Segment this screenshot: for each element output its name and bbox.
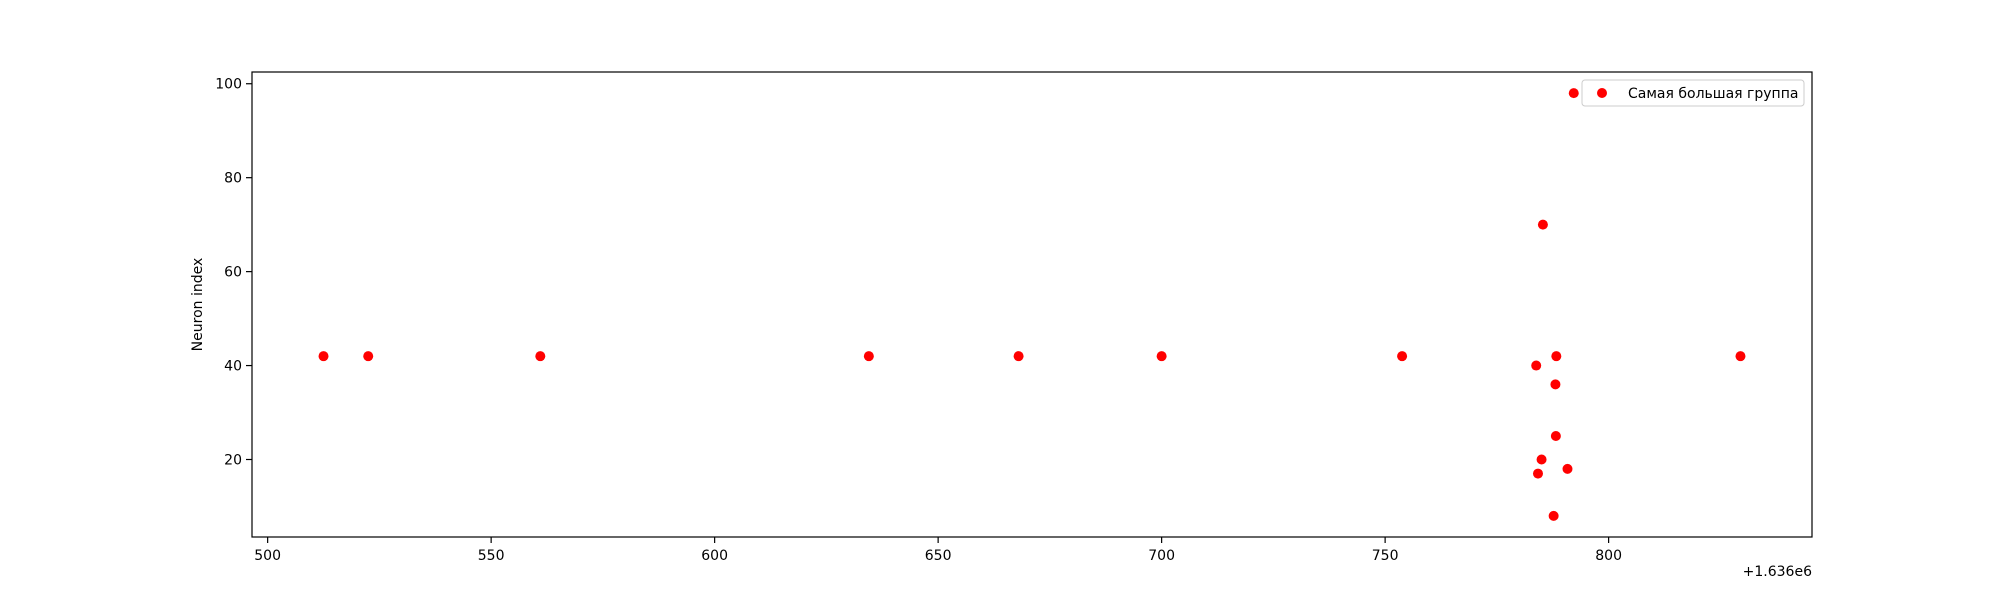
data-point — [363, 351, 374, 362]
data-point — [1550, 431, 1561, 442]
data-point — [535, 351, 546, 362]
data-point — [318, 351, 329, 362]
x-tick-label: 650 — [925, 548, 952, 564]
data-point — [1532, 468, 1543, 479]
data-point — [1537, 219, 1548, 230]
data-point — [1536, 454, 1547, 465]
data-point — [863, 351, 874, 362]
x-axis: 500 550 600 650 700 750 800 — [254, 537, 1622, 564]
x-tick-label: 600 — [701, 548, 728, 564]
data-point — [1550, 379, 1561, 390]
x-tick-label: 550 — [478, 548, 505, 564]
plot-area — [318, 88, 1746, 521]
plot-frame — [251, 71, 1813, 538]
data-point — [1397, 351, 1408, 362]
y-axis: 20 40 60 80 100 — [215, 77, 252, 469]
data-point — [1562, 463, 1573, 474]
data-point — [1013, 351, 1024, 362]
legend-marker — [1597, 88, 1607, 98]
x-tick-label: 750 — [1372, 548, 1399, 564]
y-tick-label: 20 — [224, 453, 242, 469]
data-point — [1735, 351, 1746, 362]
x-tick-label: 800 — [1595, 548, 1622, 564]
data-point — [1156, 351, 1167, 362]
y-tick-label: 60 — [224, 265, 242, 281]
y-axis-label: Neuron index — [190, 258, 206, 352]
y-tick-label: 80 — [224, 171, 242, 187]
legend-label: Самая большая группа — [1628, 86, 1798, 102]
data-point — [1548, 510, 1559, 521]
y-tick-label: 40 — [224, 359, 242, 375]
legend: Самая большая группа — [1581, 79, 1805, 107]
x-tick-label: 500 — [254, 548, 281, 564]
x-tick-label: 700 — [1148, 548, 1175, 564]
legend-box — [1581, 79, 1805, 107]
data-point — [1551, 351, 1562, 362]
x-axis-offset-label: +1.636e6 — [1743, 564, 1812, 580]
y-tick-label: 100 — [215, 77, 242, 93]
data-point — [1531, 360, 1542, 371]
data-point — [1568, 88, 1579, 99]
